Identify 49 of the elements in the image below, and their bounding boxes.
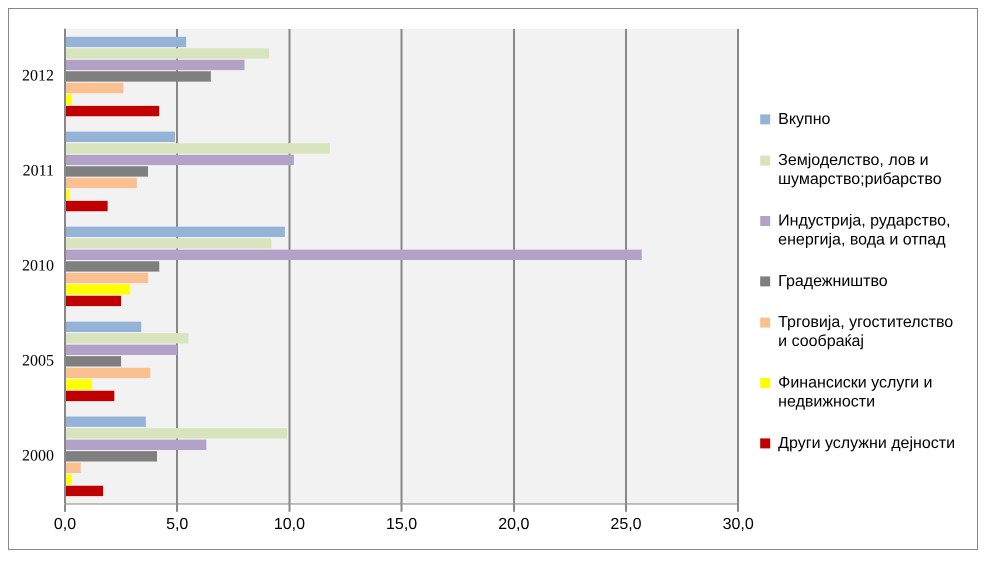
- bar: [66, 226, 285, 237]
- x-tick-label: 10,0: [274, 516, 306, 533]
- bar: [66, 486, 104, 496]
- bar: [66, 200, 108, 212]
- x-tick-label: 30,0: [722, 516, 754, 533]
- legend-label: Земјоделство, лов и шумарство;рибарство: [778, 152, 942, 188]
- bar: [66, 322, 142, 332]
- bar: [66, 428, 288, 438]
- y-tick-label: 2012: [22, 68, 54, 85]
- bar: [66, 390, 114, 402]
- bar: [66, 238, 272, 249]
- bar: [66, 296, 122, 306]
- legend-label: Индустрија, рударство, енергија, вода и отпад: [778, 212, 950, 249]
- bar: [66, 82, 124, 94]
- bar: [66, 143, 330, 154]
- bar: [66, 250, 642, 260]
- x-tick-label: 20,0: [498, 516, 530, 533]
- bar: [66, 189, 70, 200]
- legend-label: Финансиски услуги и недвижности: [778, 374, 932, 411]
- bar: [66, 416, 146, 427]
- bar: [66, 272, 148, 284]
- y-tick-label: 2010: [22, 258, 54, 275]
- legend-label: Други услужни дејности: [778, 434, 956, 452]
- bar: [66, 132, 175, 142]
- x-tick-label: 25,0: [610, 516, 642, 533]
- bar: [66, 368, 150, 378]
- bar: [66, 178, 137, 188]
- bar: [66, 60, 245, 70]
- legend-label: Градежништво: [778, 272, 888, 290]
- x-tick-label: 0,0: [54, 516, 76, 533]
- x-tick-label: 5,0: [166, 516, 188, 533]
- y-tick-label: 2000: [22, 448, 54, 465]
- bar: [66, 94, 72, 105]
- bar: [66, 48, 270, 59]
- bar: [66, 106, 160, 116]
- bar: [66, 344, 178, 356]
- legend-label: Трговија, угостителство и сообраќај: [778, 314, 954, 350]
- bar: [66, 474, 72, 485]
- bar: [66, 284, 130, 295]
- bar: [66, 154, 294, 166]
- bar: [66, 462, 81, 474]
- bar: [66, 36, 186, 48]
- bar: [66, 440, 206, 450]
- y-tick-label: 2005: [22, 352, 54, 370]
- bar: [66, 379, 92, 390]
- bar: [66, 333, 188, 344]
- legend-label: Вкупно: [778, 110, 831, 128]
- y-tick-label: 2011: [22, 162, 54, 180]
- x-tick-label: 15,0: [386, 516, 418, 533]
